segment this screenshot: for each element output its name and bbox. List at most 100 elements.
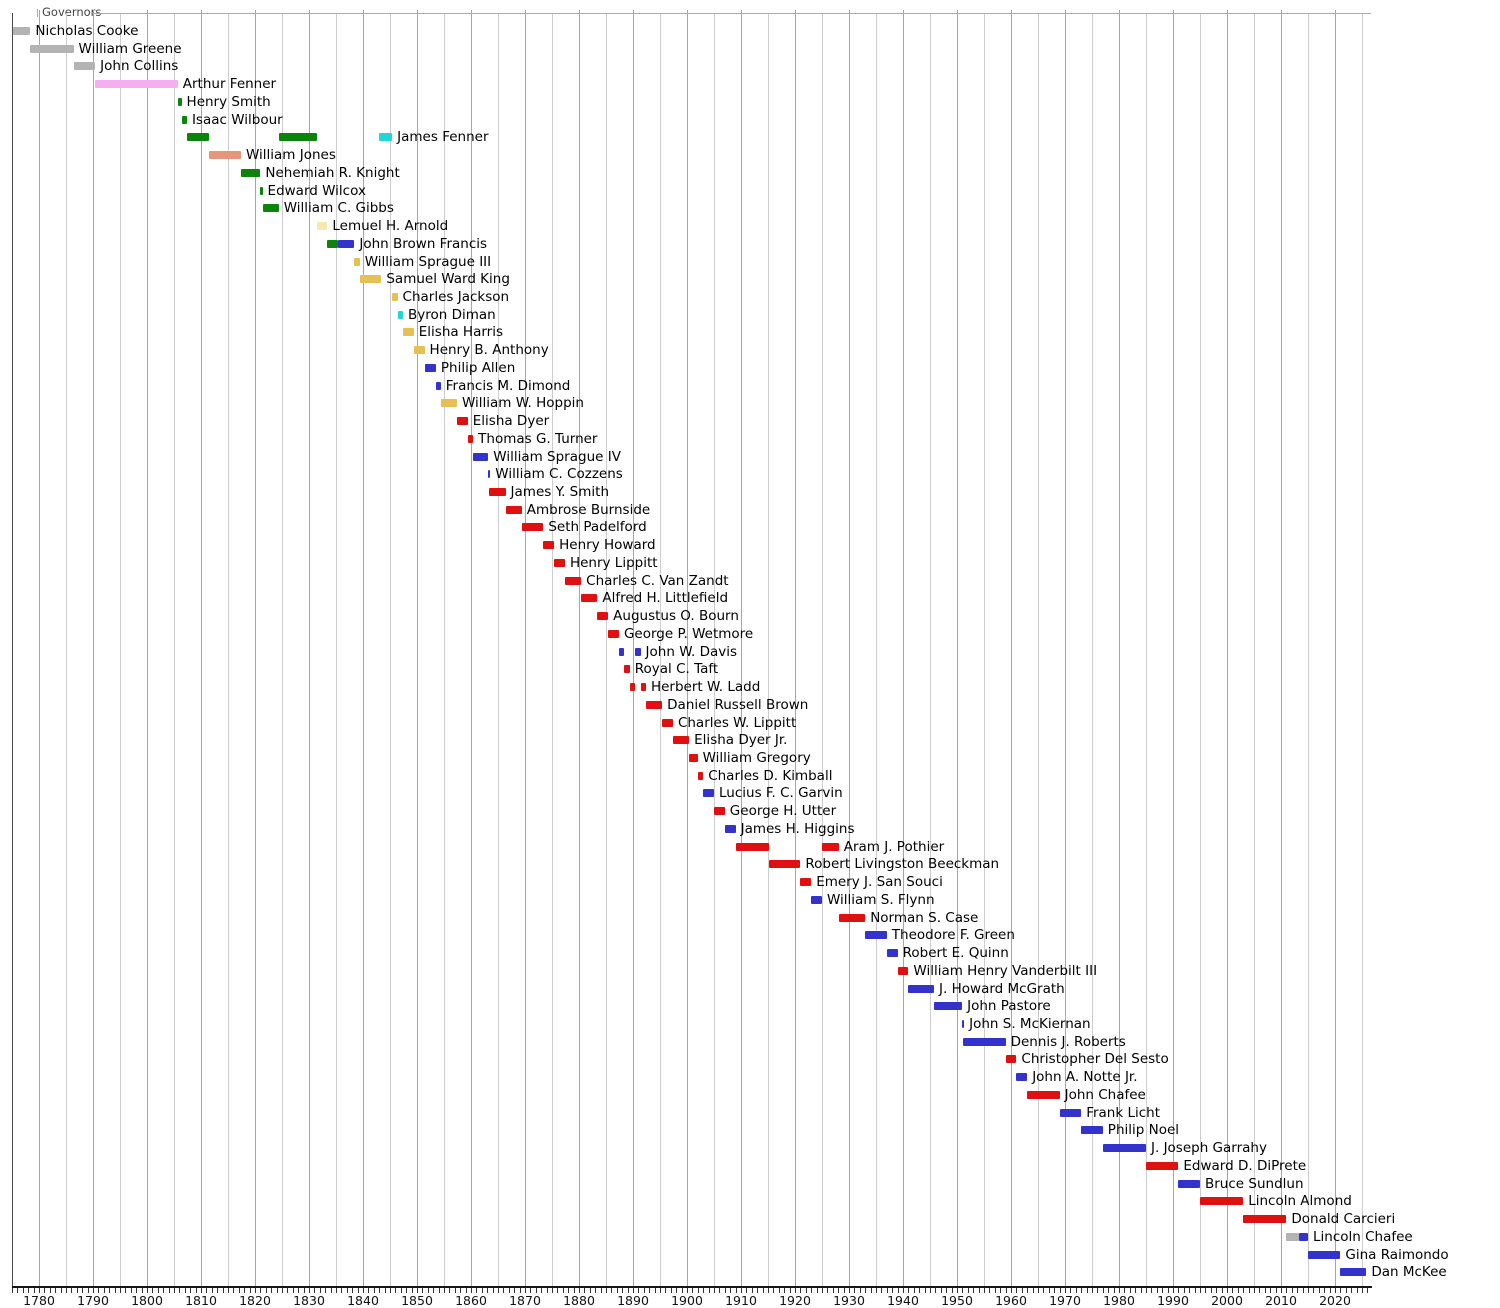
axis-year-label: 1800 [131, 1293, 163, 1308]
gridline-1830 [309, 10, 310, 1286]
axis-year-label: 1810 [185, 1293, 217, 1308]
governor-label: Nicholas Cooke [35, 23, 139, 39]
year-tick-2013 [1297, 1288, 1299, 1293]
year-tick-1801 [152, 1288, 154, 1293]
axis-year-label: 1950 [941, 1293, 973, 1308]
year-tick-1919 [789, 1288, 791, 1293]
year-tick-1865 [498, 1288, 499, 1293]
governor-bar [262, 204, 279, 213]
axis-year-label: 1940 [887, 1293, 919, 1308]
year-tick-1984 [1140, 1288, 1142, 1293]
year-tick-1981 [1124, 1288, 1126, 1293]
year-tick-1952 [967, 1288, 969, 1293]
axis-year-label: 1780 [23, 1293, 55, 1308]
governor-label: Lucius F. C. Garvin [719, 785, 843, 802]
year-tick-1838 [352, 1288, 354, 1293]
governor-bar [1299, 1232, 1308, 1241]
year-tick-1986 [1151, 1288, 1153, 1293]
governor-label: Aram J. Pothier [843, 838, 945, 855]
governor-bar [208, 151, 241, 160]
governor-bar [402, 328, 414, 337]
year-tick-1938 [892, 1288, 894, 1293]
year-tick-1961 [1016, 1288, 1018, 1293]
gridline-1945 [930, 13, 931, 1286]
gridline-2015 [1308, 13, 1309, 1286]
year-tick-1856 [449, 1288, 451, 1293]
header-rule [93, 13, 1371, 14]
year-tick-1805 [174, 1288, 175, 1293]
year-tick-1936 [881, 1288, 883, 1293]
year-tick-2008 [1270, 1288, 1272, 1293]
governor-bar [897, 966, 909, 975]
axis-year-label: 2020 [1319, 1293, 1351, 1308]
year-tick-1945 [930, 1288, 931, 1293]
gridline-2010 [1281, 10, 1282, 1286]
governor-bar [186, 133, 209, 142]
year-tick-1990 [1173, 1288, 1174, 1293]
year-tick-1850 [417, 1288, 418, 1293]
gridline-1875 [552, 13, 553, 1286]
year-tick-1800 [147, 1288, 148, 1293]
governor-bar [800, 878, 812, 887]
year-tick-1996 [1205, 1288, 1207, 1293]
year-tick-1892 [643, 1288, 645, 1293]
governor-label: Christopher Del Sesto [1021, 1051, 1169, 1068]
governor-bar [378, 133, 393, 142]
governor-bar [397, 310, 403, 319]
year-tick-1788 [82, 1288, 84, 1293]
year-tick-1842 [373, 1288, 375, 1293]
governor-bar [629, 683, 636, 692]
year-tick-1807 [184, 1288, 186, 1293]
year-tick-2018 [1324, 1288, 1326, 1293]
year-tick-1955 [984, 1288, 985, 1293]
year-tick-1977 [1102, 1288, 1104, 1293]
gridline-1860 [471, 10, 472, 1286]
year-tick-1929 [843, 1288, 845, 1293]
year-tick-1794 [114, 1288, 116, 1293]
gridline-1940 [903, 10, 904, 1286]
year-tick-1896 [665, 1288, 667, 1293]
year-tick-1872 [535, 1288, 537, 1293]
year-tick-1951 [962, 1288, 964, 1293]
axis-year-label: 1920 [779, 1293, 811, 1308]
year-tick-1949 [951, 1288, 953, 1293]
year-tick-1997 [1210, 1288, 1212, 1293]
governor-label: Elisha Harris [418, 324, 504, 341]
governor-bar [724, 824, 736, 833]
year-tick-2017 [1318, 1288, 1320, 1293]
gridline-1815 [228, 13, 229, 1286]
year-tick-1811 [206, 1288, 208, 1293]
year-tick-1862 [481, 1288, 483, 1293]
year-tick-1857 [454, 1288, 456, 1293]
year-tick-1831 [314, 1288, 316, 1293]
governor-bar [822, 842, 839, 851]
year-tick-1791 [98, 1288, 100, 1293]
year-tick-1965 [1038, 1288, 1039, 1293]
year-tick-1939 [897, 1288, 899, 1293]
year-tick-1803 [163, 1288, 165, 1293]
axis-year-label: 2010 [1265, 1293, 1297, 1308]
year-tick-1828 [298, 1288, 300, 1293]
governor-label: Augustus O. Bourn [613, 608, 739, 625]
year-tick-1902 [697, 1288, 699, 1293]
governor-label: Edward Wilcox [267, 182, 366, 199]
year-tick-1899 [681, 1288, 683, 1293]
year-tick-1931 [854, 1288, 856, 1293]
gridline-1850 [417, 10, 418, 1286]
year-tick-1913 [757, 1288, 759, 1293]
governor-bar [1243, 1215, 1287, 1224]
governor-label: Emery J. San Souci [816, 874, 943, 891]
governor-bar [94, 80, 178, 89]
year-tick-1959 [1005, 1288, 1007, 1293]
governor-label: John W. Davis [645, 643, 738, 660]
year-tick-1979 [1113, 1288, 1115, 1293]
year-tick-1867 [508, 1288, 510, 1293]
year-tick-1987 [1156, 1288, 1158, 1293]
governor-label: Daniel Russell Brown [667, 696, 809, 713]
year-tick-1868 [514, 1288, 516, 1293]
governor-bar [488, 470, 491, 479]
gridline-1835 [336, 13, 337, 1286]
governor-bar [181, 115, 187, 124]
year-tick-1783 [55, 1288, 57, 1293]
governor-bar [30, 44, 74, 53]
